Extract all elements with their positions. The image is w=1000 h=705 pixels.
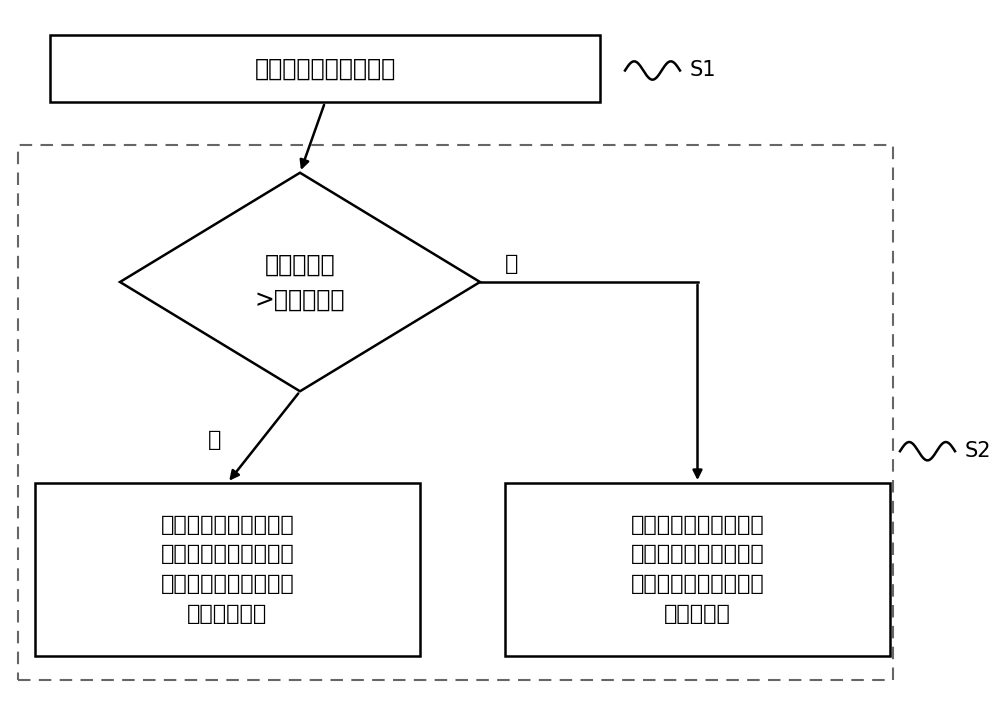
Text: 直接控制润滑油注入所
述待润滑部件，并根据
润滑油压力控制润滑泵
电机的转速: 直接控制润滑油注入所 述待润滑部件，并根据 润滑油压力控制润滑泵 电机的转速 [631, 515, 764, 624]
Text: 检测润滑油温度与压力: 检测润滑油温度与压力 [254, 56, 396, 81]
Text: S2: S2 [965, 441, 992, 461]
Text: 润滑油温度
>预设温度值: 润滑油温度 >预设温度值 [255, 252, 345, 312]
FancyBboxPatch shape [35, 483, 420, 656]
Text: 是: 是 [208, 430, 222, 450]
Text: 否: 否 [505, 255, 518, 274]
FancyBboxPatch shape [50, 35, 600, 102]
Polygon shape [120, 173, 480, 391]
Text: S1: S1 [690, 61, 716, 80]
Text: 控制润滑油先进入散热
系统进行散热，根据润
滑油温度控制散热器驱
动电机的转速: 控制润滑油先进入散热 系统进行散热，根据润 滑油温度控制散热器驱 动电机的转速 [161, 515, 294, 624]
FancyBboxPatch shape [505, 483, 890, 656]
